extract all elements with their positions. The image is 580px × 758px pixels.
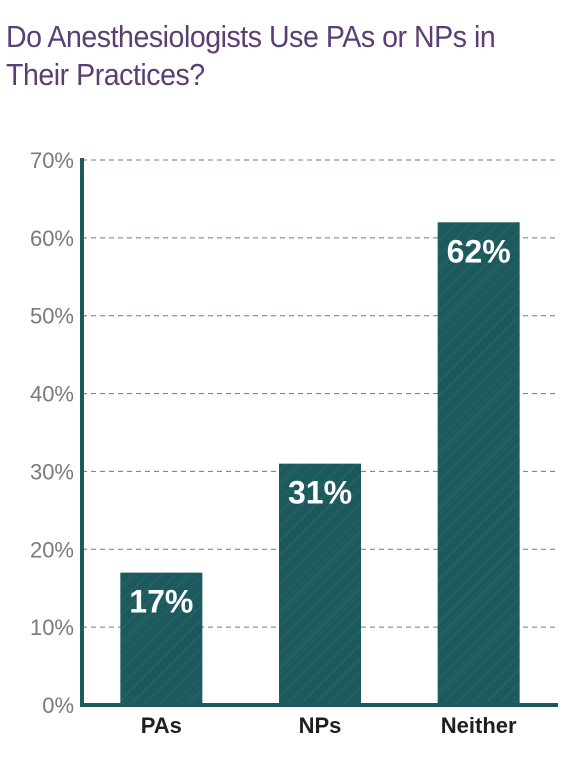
y-tick-label: 20%	[30, 537, 74, 562]
y-tick-label: 0%	[42, 693, 74, 718]
y-tick-label: 30%	[30, 459, 74, 484]
x-tick-label: PAs	[141, 713, 182, 738]
data-label: 17%	[129, 584, 193, 620]
chart-title: Do Anesthesiologists Use PAs or NPs in T…	[6, 19, 496, 92]
bar-texture	[279, 463, 361, 705]
axes	[80, 158, 558, 707]
data-label: 62%	[447, 233, 511, 269]
bar-texture	[437, 222, 520, 706]
bar-texture	[120, 572, 203, 705]
y-tick-label: 50%	[30, 304, 74, 329]
y-tick-label: 60%	[30, 226, 74, 251]
x-tick-label: NPs	[299, 713, 342, 738]
data-label: 31%	[288, 475, 352, 511]
y-tick-label: 40%	[30, 382, 74, 407]
y-tick-label: 70%	[30, 148, 74, 173]
bars	[120, 222, 520, 706]
y-tick-label: 10%	[30, 615, 74, 640]
x-tick-label: Neither	[441, 713, 517, 738]
labels: 0% 10% 20% 30% 40% 50% 60% 70% 17% PAs 31% NPs 62% Ne…	[30, 148, 517, 738]
